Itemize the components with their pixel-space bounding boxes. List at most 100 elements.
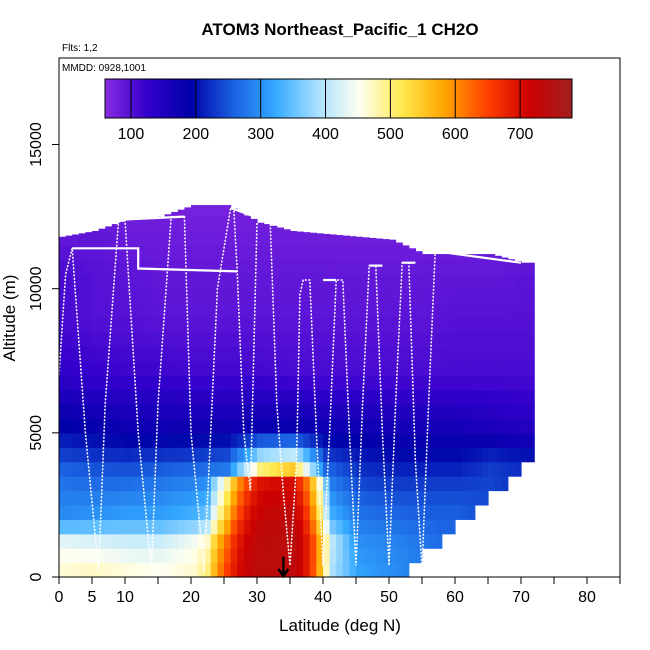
heatmap-cell: [276, 519, 284, 535]
heatmap-cell: [290, 303, 298, 319]
heatmap-cell: [177, 360, 185, 376]
heatmap-cell: [98, 228, 106, 232]
heatmap-cell: [138, 418, 146, 434]
heatmap-cell: [316, 418, 324, 434]
heatmap-cell: [257, 447, 265, 463]
heatmap-cell: [78, 274, 86, 290]
heatmap-cell: [85, 476, 93, 492]
heatmap-cell: [316, 447, 324, 463]
x-tick-label: 10: [116, 589, 134, 606]
heatmap-cell: [257, 504, 265, 520]
heatmap-cell: [336, 476, 344, 492]
heatmap-cell: [151, 245, 159, 261]
heatmap-cell: [283, 389, 291, 405]
heatmap-cell: [250, 288, 258, 304]
heatmap-cell: [395, 274, 403, 290]
heatmap-cell: [151, 259, 159, 275]
heatmap-cell: [283, 504, 291, 520]
heatmap-cell: [197, 259, 205, 275]
heatmap-cell: [474, 447, 482, 463]
heatmap-cell: [455, 404, 463, 420]
heatmap-cell: [474, 476, 482, 492]
heatmap-cell: [303, 548, 311, 564]
heatmap-cell: [369, 476, 377, 492]
heatmap-cell: [316, 303, 324, 319]
heatmap-cell: [309, 461, 317, 477]
heatmap-cell: [59, 375, 67, 391]
heatmap-cell: [270, 548, 278, 564]
heatmap-cell: [111, 562, 119, 578]
heatmap-cell: [382, 360, 390, 376]
heatmap-cell: [263, 231, 271, 247]
heatmap-cell: [270, 360, 278, 376]
heatmap-cell: [494, 432, 502, 448]
heatmap-cell: [356, 245, 364, 261]
heatmap-cell: [197, 432, 205, 448]
heatmap-cell: [316, 404, 324, 420]
heatmap-cell: [468, 317, 476, 333]
heatmap-cell: [342, 331, 350, 347]
heatmap-cell: [263, 504, 271, 520]
heatmap-cell: [402, 303, 410, 319]
heatmap-cell: [408, 418, 416, 434]
heatmap-cell: [356, 504, 364, 520]
heatmap-cell: [263, 288, 271, 304]
heatmap-cell: [316, 389, 324, 405]
heatmap-cell: [435, 317, 443, 333]
heatmap-cell: [78, 504, 86, 520]
heatmap-cell: [276, 504, 284, 520]
heatmap-cell: [210, 562, 218, 578]
heatmap-cell: [105, 418, 113, 434]
heatmap-cell: [59, 447, 67, 463]
heatmap-cell: [177, 259, 185, 275]
heatmap-cell: [375, 562, 383, 578]
heatmap-cell: [389, 548, 397, 564]
heatmap-cell: [468, 259, 476, 275]
heatmap-cell: [237, 216, 245, 232]
heatmap-cell: [158, 461, 166, 477]
heatmap-cell: [356, 331, 364, 347]
heatmap-cell: [375, 533, 383, 549]
heatmap-cell: [336, 259, 344, 275]
heatmap-cell: [342, 360, 350, 376]
heatmap-cell: [521, 274, 529, 290]
heatmap-cell: [204, 548, 212, 564]
heatmap-cell: [144, 504, 152, 520]
x-tick-label: 70: [512, 589, 530, 606]
heatmap-cell: [230, 461, 238, 477]
heatmap-cell: [177, 404, 185, 420]
heatmap-cell: [243, 274, 251, 290]
heatmap-cell: [369, 245, 377, 261]
heatmap-cell: [177, 303, 185, 319]
heatmap-cell: [356, 360, 364, 376]
heatmap-cell: [329, 375, 337, 391]
heatmap-cell: [488, 288, 496, 304]
heatmap-cell: [164, 317, 172, 333]
heatmap-cell: [303, 245, 311, 261]
heatmap-cell: [65, 461, 73, 477]
heatmap-cell: [283, 259, 291, 275]
heatmap-cell: [369, 346, 377, 362]
heatmap-cell: [210, 346, 218, 362]
heatmap-cell: [316, 274, 324, 290]
heatmap-cell: [349, 476, 357, 492]
heatmap-cell: [184, 461, 192, 477]
heatmap-cell: [243, 562, 251, 578]
heatmap-cell: [191, 476, 199, 492]
heatmap-cell: [243, 404, 251, 420]
heatmap-cell: [488, 331, 496, 347]
heatmap-cell: [362, 375, 370, 391]
heatmap-cell: [257, 490, 265, 506]
heatmap-cell: [342, 461, 350, 477]
heatmap-cell: [362, 303, 370, 319]
heatmap-cell: [65, 331, 73, 347]
heatmap-cell: [521, 360, 529, 376]
heatmap-cell: [250, 533, 258, 549]
heatmap-cell: [158, 562, 166, 578]
heatmap-cell: [323, 288, 331, 304]
heatmap-cell: [448, 418, 456, 434]
heatmap-cell: [263, 389, 271, 405]
heatmap-cell: [494, 447, 502, 463]
heatmap-cell: [329, 476, 337, 492]
heatmap-cell: [144, 303, 152, 319]
